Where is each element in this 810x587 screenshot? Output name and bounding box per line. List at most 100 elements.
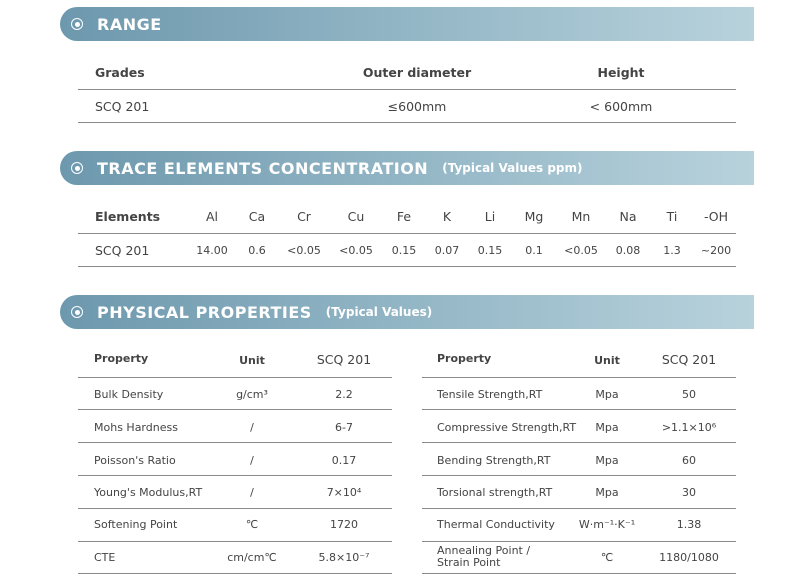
property-unit: ℃ bbox=[245, 518, 259, 531]
range-header-outer-diameter: Outer diameter bbox=[362, 65, 472, 80]
range-header-grades: Grades bbox=[95, 65, 145, 80]
property-unit: Mpa bbox=[595, 388, 619, 401]
divider bbox=[78, 541, 392, 542]
trace-value: <0.05 bbox=[564, 244, 598, 257]
property-name: Bulk Density bbox=[94, 388, 164, 401]
divider bbox=[78, 233, 736, 234]
divider bbox=[78, 475, 392, 476]
property-unit: Mpa bbox=[595, 421, 619, 434]
trace-value: 0.1 bbox=[525, 244, 543, 257]
trace-subtitle: (Typical Values ppm) bbox=[442, 161, 583, 175]
property-unit: / bbox=[250, 486, 254, 499]
divider bbox=[422, 377, 736, 378]
physical-right-header-grade: SCQ 201 bbox=[661, 352, 717, 367]
trace-header: Na bbox=[619, 209, 637, 224]
divider bbox=[78, 573, 392, 574]
property-name: Torsional strength,RT bbox=[437, 486, 553, 499]
trace-value: 1.3 bbox=[663, 244, 681, 257]
property-name: Mohs Hardness bbox=[94, 421, 178, 434]
divider bbox=[422, 409, 736, 410]
physical-right-header-property: Property bbox=[437, 352, 492, 365]
property-name: Tensile Strength,RT bbox=[437, 388, 543, 401]
property-value: 1180/1080 bbox=[659, 551, 719, 564]
property-name: Thermal Conductivity bbox=[437, 518, 555, 531]
divider bbox=[78, 89, 736, 90]
physical-left-header-property: Property bbox=[94, 352, 149, 365]
range-header-height: Height bbox=[597, 65, 645, 80]
trace-header: Al bbox=[205, 209, 219, 224]
divider bbox=[78, 266, 736, 267]
physical-title: PHYSICAL PROPERTIES bbox=[97, 302, 312, 322]
property-value: 30 bbox=[682, 486, 696, 499]
property-unit: g/cm³ bbox=[236, 388, 268, 401]
property-value: 1.38 bbox=[676, 518, 702, 531]
trace-value: 0.08 bbox=[615, 244, 641, 257]
divider bbox=[78, 508, 392, 509]
property-value: 1720 bbox=[330, 518, 358, 531]
range-grade: SCQ 201 bbox=[95, 99, 150, 114]
trace-value: <0.05 bbox=[339, 244, 373, 257]
property-value: 2.2 bbox=[335, 388, 353, 401]
property-unit: cm/cm℃ bbox=[227, 551, 277, 564]
property-name: Bending Strength,RT bbox=[437, 454, 551, 467]
trace-header: K bbox=[442, 209, 452, 224]
divider bbox=[422, 541, 736, 542]
divider bbox=[422, 508, 736, 509]
trace-grade: SCQ 201 bbox=[95, 243, 150, 258]
divider bbox=[78, 377, 392, 378]
property-name: Young's Modulus,RT bbox=[94, 486, 203, 499]
trace-banner: TRACE ELEMENTS CONCENTRATION (Typical Va… bbox=[60, 151, 754, 185]
property-unit: Mpa bbox=[595, 486, 619, 499]
property-value: >1.1×10⁶ bbox=[661, 421, 717, 434]
trace-header: Fe bbox=[396, 209, 412, 224]
divider bbox=[422, 573, 736, 574]
divider bbox=[422, 475, 736, 476]
trace-header: Li bbox=[484, 209, 496, 224]
property-value: 5.8×10⁻⁷ bbox=[318, 551, 370, 564]
property-value: 60 bbox=[682, 454, 696, 467]
property-unit: / bbox=[250, 454, 254, 467]
trace-header: Mn bbox=[571, 209, 591, 224]
divider bbox=[78, 122, 736, 123]
trace-header: Mg bbox=[524, 209, 544, 224]
trace-header: Ca bbox=[248, 209, 266, 224]
range-title: RANGE bbox=[97, 14, 162, 34]
trace-value: 0.15 bbox=[477, 244, 503, 257]
property-unit: / bbox=[250, 421, 254, 434]
trace-header: Cr bbox=[297, 209, 311, 224]
trace-value: ~200 bbox=[700, 244, 732, 257]
property-unit: ℃ bbox=[600, 551, 614, 564]
physical-right-header-unit: Unit bbox=[594, 354, 620, 367]
property-value: 6-7 bbox=[335, 421, 353, 434]
property-name: Poisson's Ratio bbox=[94, 454, 176, 467]
range-outer-diameter: ≤600mm bbox=[387, 99, 447, 114]
property-name: Compressive Strength,RT bbox=[437, 421, 577, 434]
trace-header-elements: Elements bbox=[95, 209, 161, 224]
trace-header: -OH bbox=[703, 209, 729, 224]
bullet-icon bbox=[71, 18, 83, 30]
property-unit: Mpa bbox=[595, 454, 619, 467]
trace-value: <0.05 bbox=[287, 244, 321, 257]
bullet-icon bbox=[71, 306, 83, 318]
property-value: 7×10⁴ bbox=[326, 486, 362, 499]
trace-value: 0.07 bbox=[434, 244, 460, 257]
property-value: 0.17 bbox=[331, 454, 357, 467]
trace-title: TRACE ELEMENTS CONCENTRATION bbox=[97, 158, 429, 178]
range-banner: RANGE bbox=[60, 7, 754, 41]
property-name: CTE bbox=[94, 551, 116, 564]
divider bbox=[78, 409, 392, 410]
trace-header: Ti bbox=[666, 209, 678, 224]
divider bbox=[78, 442, 392, 443]
trace-value: 0.15 bbox=[391, 244, 417, 257]
physical-left-header-grade: SCQ 201 bbox=[316, 352, 372, 367]
property-name: Annealing Point / Strain Point bbox=[437, 544, 531, 569]
trace-value: 14.00 bbox=[196, 244, 228, 257]
property-name: Softening Point bbox=[94, 518, 178, 531]
divider bbox=[422, 442, 736, 443]
bullet-icon bbox=[71, 162, 83, 174]
trace-value: 0.6 bbox=[248, 244, 266, 257]
physical-banner: PHYSICAL PROPERTIES (Typical Values) bbox=[60, 295, 754, 329]
property-unit: W·m⁻¹·K⁻¹ bbox=[578, 518, 636, 531]
physical-left-header-unit: Unit bbox=[239, 354, 265, 367]
range-height: < 600mm bbox=[589, 99, 653, 114]
